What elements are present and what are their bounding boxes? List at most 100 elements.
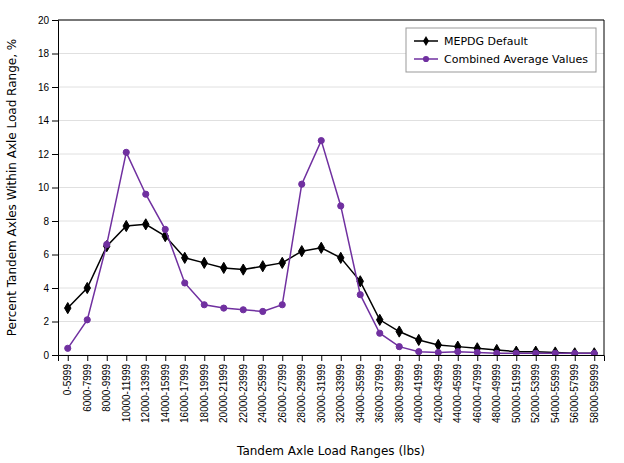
tick-mark — [52, 188, 58, 189]
marker — [240, 307, 246, 313]
tick-label: 22000-23999 — [238, 364, 249, 423]
marker — [104, 241, 110, 247]
marker — [513, 346, 519, 355]
marker — [260, 261, 266, 272]
tick-mark — [438, 355, 439, 361]
tick-mark — [52, 20, 58, 21]
legend-box — [406, 28, 596, 72]
tick-mark — [52, 322, 58, 323]
tick-mark — [282, 355, 283, 361]
tick-mark — [185, 355, 186, 361]
tick-mark — [52, 255, 58, 256]
tick-label: 16 — [38, 82, 50, 93]
marker — [435, 339, 441, 350]
plot: 024681012141618200-59996000-79998000-999… — [38, 15, 605, 423]
tick: 20000-21999 — [218, 355, 229, 423]
marker — [591, 348, 597, 355]
marker — [143, 191, 149, 197]
tick-label: 2 — [43, 316, 49, 327]
marker — [338, 203, 344, 209]
marker — [299, 246, 305, 257]
tick-mark — [555, 355, 556, 361]
marker — [416, 334, 422, 345]
tick-mark — [52, 121, 58, 122]
legend-label: MEPDG Default — [444, 35, 528, 48]
grid-line — [58, 288, 604, 289]
grid-line — [58, 321, 604, 322]
tick-label: 18 — [38, 48, 50, 59]
marker — [591, 350, 597, 355]
tick-mark — [263, 355, 264, 361]
tick-label: 40000-41999 — [413, 364, 424, 423]
axis-line — [59, 356, 605, 362]
marker — [455, 349, 461, 355]
tick-mark — [380, 355, 381, 361]
marker — [572, 350, 578, 355]
tick-mark — [146, 355, 147, 361]
tick-label: 46000-47999 — [472, 364, 483, 423]
marker — [162, 226, 168, 232]
tick: 26000-27999 — [277, 355, 288, 423]
tick-label: 0 — [43, 350, 49, 361]
tick: 18 — [38, 48, 58, 59]
tick-mark — [165, 355, 166, 361]
tick-mark — [458, 355, 459, 361]
tick: 56000-57999 — [569, 355, 580, 423]
tick-label: 54000-55999 — [550, 364, 561, 423]
tick-mark — [341, 355, 342, 361]
marker — [396, 326, 402, 337]
marker — [416, 349, 422, 355]
marker — [240, 264, 246, 275]
tick: 8 — [43, 216, 58, 227]
tick: 22000-23999 — [238, 355, 249, 423]
tick-label: 0-5999 — [62, 364, 73, 396]
tick-label: 8000-9999 — [101, 364, 112, 412]
tick-label: 52000-53999 — [530, 364, 541, 423]
tick-label: 20000-21999 — [218, 364, 229, 423]
tick: 20 — [38, 15, 58, 26]
tick-label: 6 — [43, 249, 49, 260]
marker — [318, 138, 324, 144]
tick-mark — [52, 54, 58, 55]
x-axis: 0-5999 6000-7999 8000-9999 10000-11999 12000… — [59, 355, 605, 423]
tick-mark — [52, 355, 58, 356]
tick: 10000-11999 — [121, 355, 132, 422]
tick-mark — [516, 355, 517, 361]
tick: 12000-13999 — [140, 355, 151, 423]
tick: 16 — [38, 82, 58, 93]
marker — [299, 181, 305, 187]
tick: 6 — [43, 249, 58, 260]
marker — [357, 292, 363, 298]
tick-label: 8 — [43, 216, 49, 227]
marker — [494, 344, 500, 355]
marker — [221, 305, 227, 311]
tick-mark — [204, 355, 205, 361]
tick: 34000-35999 — [355, 355, 366, 423]
marker — [338, 252, 344, 263]
tick-label: 58000-59999 — [589, 364, 600, 423]
tick-label: 28000-29999 — [296, 364, 307, 423]
tick: 42000-43999 — [433, 355, 444, 423]
marker — [513, 350, 519, 355]
tick-label: 50000-51999 — [511, 364, 522, 423]
tick-label: 24000-25999 — [257, 364, 268, 423]
tick-label: 38000-39999 — [394, 364, 405, 423]
marker — [279, 257, 285, 268]
marker — [435, 349, 441, 355]
tick-label: 6000-7999 — [82, 364, 93, 412]
marker — [533, 350, 539, 355]
marker — [123, 149, 129, 155]
marker — [474, 349, 480, 355]
frame — [604, 20, 605, 355]
tick: 46000-47999 — [472, 355, 483, 423]
y-axis: 02468101214161820 — [38, 15, 59, 361]
legend-marker — [423, 56, 429, 62]
tick-mark — [360, 355, 361, 361]
tick: 6000-7999 — [82, 355, 93, 412]
tick-label: 16000-17999 — [179, 364, 190, 423]
tick-label: 4 — [43, 283, 49, 294]
tick: 16000-17999 — [179, 355, 190, 423]
marker — [84, 317, 90, 323]
tick-label: 10000-11999 — [121, 364, 132, 423]
tick-mark — [399, 355, 400, 361]
